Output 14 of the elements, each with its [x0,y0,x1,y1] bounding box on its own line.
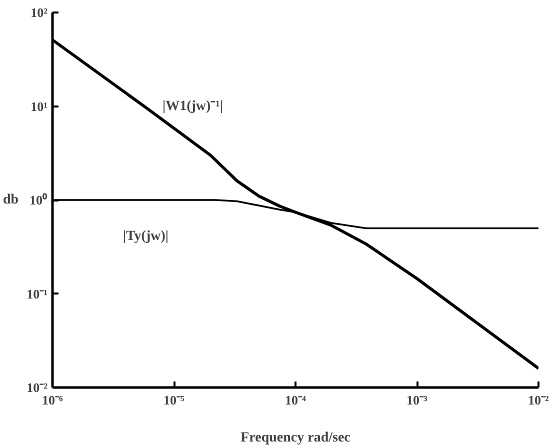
annotation: |W1(jw)⁻¹| [162,99,223,114]
y-tick-label: 10² [30,5,48,20]
y-tick-label: 10⁰ [30,192,48,208]
y-axis-title: db [3,192,19,208]
y-tick-label: 10⁻¹ [26,286,48,302]
y-tick-label: 10⁻² [26,380,48,395]
x-tick-label: 10⁻² [528,392,550,408]
x-tick-label: 10⁻⁵ [164,392,185,408]
x-axis-title: Frequency rad/sec [240,430,350,446]
x-tick-label: 10⁻⁴ [285,392,306,408]
annotation: |Ty(jw)| [122,228,168,244]
x-tick-label: 10⁻⁶ [42,392,64,408]
y-tick-label: 10¹ [30,98,48,114]
x-tick-label: 10⁻³ [406,392,428,408]
